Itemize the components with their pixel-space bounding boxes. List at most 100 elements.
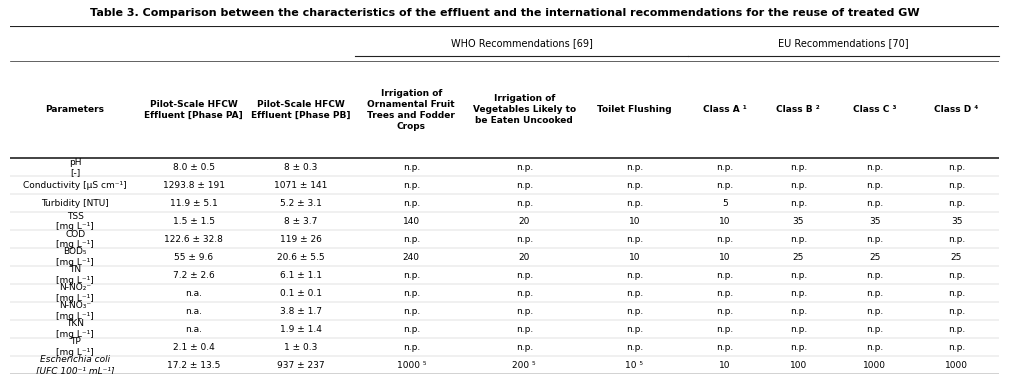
Text: n.p.: n.p. xyxy=(866,307,883,316)
Text: Class D ⁴: Class D ⁴ xyxy=(934,105,979,114)
Text: n.p.: n.p. xyxy=(866,163,883,172)
Text: n.p.: n.p. xyxy=(947,181,966,190)
Text: TN
[mg L⁻¹]: TN [mg L⁻¹] xyxy=(57,266,94,285)
Text: n.p.: n.p. xyxy=(516,163,533,172)
Text: BOD₅
[mg L⁻¹]: BOD₅ [mg L⁻¹] xyxy=(57,248,94,267)
Text: N-NO₂⁻
[mg L⁻¹]: N-NO₂⁻ [mg L⁻¹] xyxy=(57,283,94,303)
Text: n.p.: n.p. xyxy=(626,289,643,298)
Text: 10: 10 xyxy=(719,253,731,262)
Text: 25: 25 xyxy=(869,253,880,262)
Text: n.p.: n.p. xyxy=(403,163,420,172)
Text: n.p.: n.p. xyxy=(516,235,533,244)
Text: TSS
[mg L⁻¹]: TSS [mg L⁻¹] xyxy=(57,212,94,231)
Text: n.p.: n.p. xyxy=(947,163,966,172)
Text: n.p.: n.p. xyxy=(716,235,734,244)
Text: n.p.: n.p. xyxy=(790,199,807,208)
Text: n.p.: n.p. xyxy=(947,289,966,298)
Text: n.p.: n.p. xyxy=(516,181,533,190)
Text: 8.0 ± 0.5: 8.0 ± 0.5 xyxy=(173,163,215,172)
Text: n.p.: n.p. xyxy=(716,163,734,172)
Text: Escherichia coli
[UFC 100⁻¹ mL⁻¹]: Escherichia coli [UFC 100⁻¹ mL⁻¹] xyxy=(36,355,114,374)
Text: n.p.: n.p. xyxy=(403,181,420,190)
Text: 35: 35 xyxy=(950,217,963,226)
Text: 10: 10 xyxy=(629,253,640,262)
Text: n.p.: n.p. xyxy=(790,289,807,298)
Text: n.p.: n.p. xyxy=(516,271,533,280)
Text: 17.2 ± 13.5: 17.2 ± 13.5 xyxy=(167,361,220,370)
Text: Class B ²: Class B ² xyxy=(777,105,820,114)
Text: n.p.: n.p. xyxy=(866,289,883,298)
Text: 35: 35 xyxy=(869,217,880,226)
Text: 10: 10 xyxy=(719,217,731,226)
Text: 35: 35 xyxy=(793,217,804,226)
Text: Class C ³: Class C ³ xyxy=(853,105,896,114)
Text: n.p.: n.p. xyxy=(403,307,420,316)
Text: n.p.: n.p. xyxy=(516,289,533,298)
Text: Irrigation of
Vegetables Likely to
be Eaten Uncooked: Irrigation of Vegetables Likely to be Ea… xyxy=(472,94,576,125)
Text: Parameters: Parameters xyxy=(45,105,105,114)
Text: 20: 20 xyxy=(519,217,530,226)
Text: n.p.: n.p. xyxy=(626,307,643,316)
Text: 20.6 ± 5.5: 20.6 ± 5.5 xyxy=(277,253,325,262)
Text: n.p.: n.p. xyxy=(947,199,966,208)
Text: n.p.: n.p. xyxy=(403,325,420,334)
Text: 1.9 ± 1.4: 1.9 ± 1.4 xyxy=(281,325,322,334)
Text: N-NO₃⁻
[mg L⁻¹]: N-NO₃⁻ [mg L⁻¹] xyxy=(57,301,94,321)
Text: n.p.: n.p. xyxy=(716,271,734,280)
Text: n.p.: n.p. xyxy=(716,181,734,190)
Text: n.p.: n.p. xyxy=(866,181,883,190)
Text: 10: 10 xyxy=(719,361,731,370)
Text: 1293.8 ± 191: 1293.8 ± 191 xyxy=(162,181,225,190)
Text: n.p.: n.p. xyxy=(716,307,734,316)
Text: WHO Recommendations [69]: WHO Recommendations [69] xyxy=(450,39,592,49)
Text: n.p.: n.p. xyxy=(626,343,643,352)
Text: 1.5 ± 1.5: 1.5 ± 1.5 xyxy=(173,217,215,226)
Text: 119 ± 26: 119 ± 26 xyxy=(281,235,322,244)
Text: 10: 10 xyxy=(629,217,640,226)
Text: 25: 25 xyxy=(950,253,963,262)
Text: 10 ⁵: 10 ⁵ xyxy=(626,361,644,370)
Text: n.p.: n.p. xyxy=(866,343,883,352)
Text: COD
[mg L⁻¹]: COD [mg L⁻¹] xyxy=(57,230,94,249)
Text: 1000: 1000 xyxy=(863,361,886,370)
Text: n.p.: n.p. xyxy=(626,199,643,208)
Text: n.p.: n.p. xyxy=(403,235,420,244)
Text: n.p.: n.p. xyxy=(866,271,883,280)
Text: n.a.: n.a. xyxy=(186,325,202,334)
Text: Class A ¹: Class A ¹ xyxy=(703,105,747,114)
Text: EU Recommendations [70]: EU Recommendations [70] xyxy=(778,39,909,49)
Text: n.p.: n.p. xyxy=(947,325,966,334)
Text: n.p.: n.p. xyxy=(626,163,643,172)
Text: 7.2 ± 2.6: 7.2 ± 2.6 xyxy=(173,271,215,280)
Text: n.p.: n.p. xyxy=(403,343,420,352)
Text: 11.9 ± 5.1: 11.9 ± 5.1 xyxy=(170,199,218,208)
Text: Pilot-Scale HFCW
Effluent [Phase PB]: Pilot-Scale HFCW Effluent [Phase PB] xyxy=(251,99,351,120)
Text: n.p.: n.p. xyxy=(716,343,734,352)
Text: 937 ± 237: 937 ± 237 xyxy=(277,361,325,370)
Text: TKN
[mg L⁻¹]: TKN [mg L⁻¹] xyxy=(57,319,94,339)
Text: Table 3. Comparison between the characteristics of the effluent and the internat: Table 3. Comparison between the characte… xyxy=(90,8,919,18)
Text: 8 ± 0.3: 8 ± 0.3 xyxy=(285,163,318,172)
Text: Turbidity [NTU]: Turbidity [NTU] xyxy=(41,199,109,208)
Text: 6.1 ± 1.1: 6.1 ± 1.1 xyxy=(281,271,322,280)
Text: n.p.: n.p. xyxy=(947,307,966,316)
Text: n.p.: n.p. xyxy=(790,307,807,316)
Text: 1071 ± 141: 1071 ± 141 xyxy=(274,181,328,190)
Text: n.p.: n.p. xyxy=(516,343,533,352)
Text: n.p.: n.p. xyxy=(790,325,807,334)
Text: n.p.: n.p. xyxy=(866,235,883,244)
Text: n.p.: n.p. xyxy=(626,271,643,280)
Text: 20: 20 xyxy=(519,253,530,262)
Text: 100: 100 xyxy=(790,361,807,370)
Text: n.p.: n.p. xyxy=(790,343,807,352)
Text: 200 ⁵: 200 ⁵ xyxy=(513,361,536,370)
Text: n.p.: n.p. xyxy=(866,199,883,208)
Text: TP
[mg L⁻¹]: TP [mg L⁻¹] xyxy=(57,337,94,357)
Text: n.p.: n.p. xyxy=(626,235,643,244)
Text: n.p.: n.p. xyxy=(790,181,807,190)
Text: n.p.: n.p. xyxy=(403,271,420,280)
Text: n.a.: n.a. xyxy=(186,289,202,298)
Text: 140: 140 xyxy=(403,217,420,226)
Text: n.p.: n.p. xyxy=(516,325,533,334)
Text: Pilot-Scale HFCW
Effluent [Phase PA]: Pilot-Scale HFCW Effluent [Phase PA] xyxy=(144,99,243,120)
